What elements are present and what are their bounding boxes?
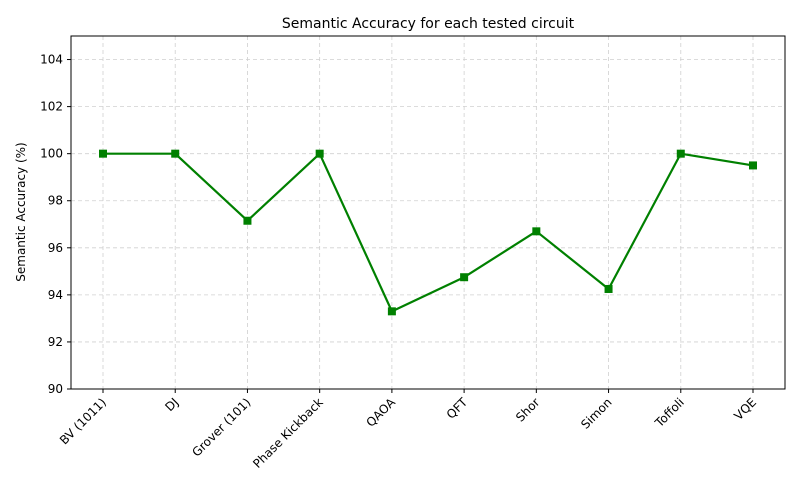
x-tick-label: DJ: [162, 395, 181, 414]
plot-frame: [70, 35, 786, 390]
axes: 90 92 94 96 98 100 102 104 BV (1011) DJ Grover (10…: [40, 35, 786, 471]
y-tick-label: 96: [48, 241, 63, 255]
y-tick-label: 102: [40, 100, 63, 114]
y-tick-label: 90: [48, 382, 63, 396]
x-tick-label: Phase Kickback: [250, 395, 326, 471]
y-tick-label: 100: [40, 147, 63, 161]
data-point: [532, 227, 541, 236]
x-tick-label: Shor: [513, 395, 542, 424]
y-tick-label: 94: [48, 288, 63, 302]
data-point: [243, 216, 252, 225]
chart-title: Semantic Accuracy for each tested circui…: [282, 16, 575, 32]
data-point: [676, 149, 685, 158]
x-tick-label: Grover (101): [189, 395, 253, 459]
y-tick-label: 98: [48, 194, 63, 208]
series-line: [103, 152, 754, 313]
data-point: [460, 273, 469, 282]
data-point: [387, 307, 396, 316]
data-point: [99, 149, 107, 158]
y-axis-label: Semantic Accuracy (%): [14, 142, 28, 281]
x-tick-label: Toffoli: [652, 395, 687, 430]
y-tick-label: 104: [40, 53, 63, 67]
x-tick-label: QFT: [444, 395, 471, 422]
y-tick-label: 92: [48, 335, 63, 349]
data-point: [171, 149, 180, 158]
x-tick-label: VQE: [731, 395, 759, 423]
x-tick-label: QAOA: [363, 395, 398, 430]
data-point: [749, 161, 757, 170]
data-point: [315, 149, 324, 158]
x-tick-label: Simon: [578, 395, 614, 431]
series-layer: [99, 149, 757, 316]
x-tick-label: BV (1011): [57, 395, 109, 447]
data-point: [604, 284, 613, 293]
grid: [71, 36, 785, 390]
